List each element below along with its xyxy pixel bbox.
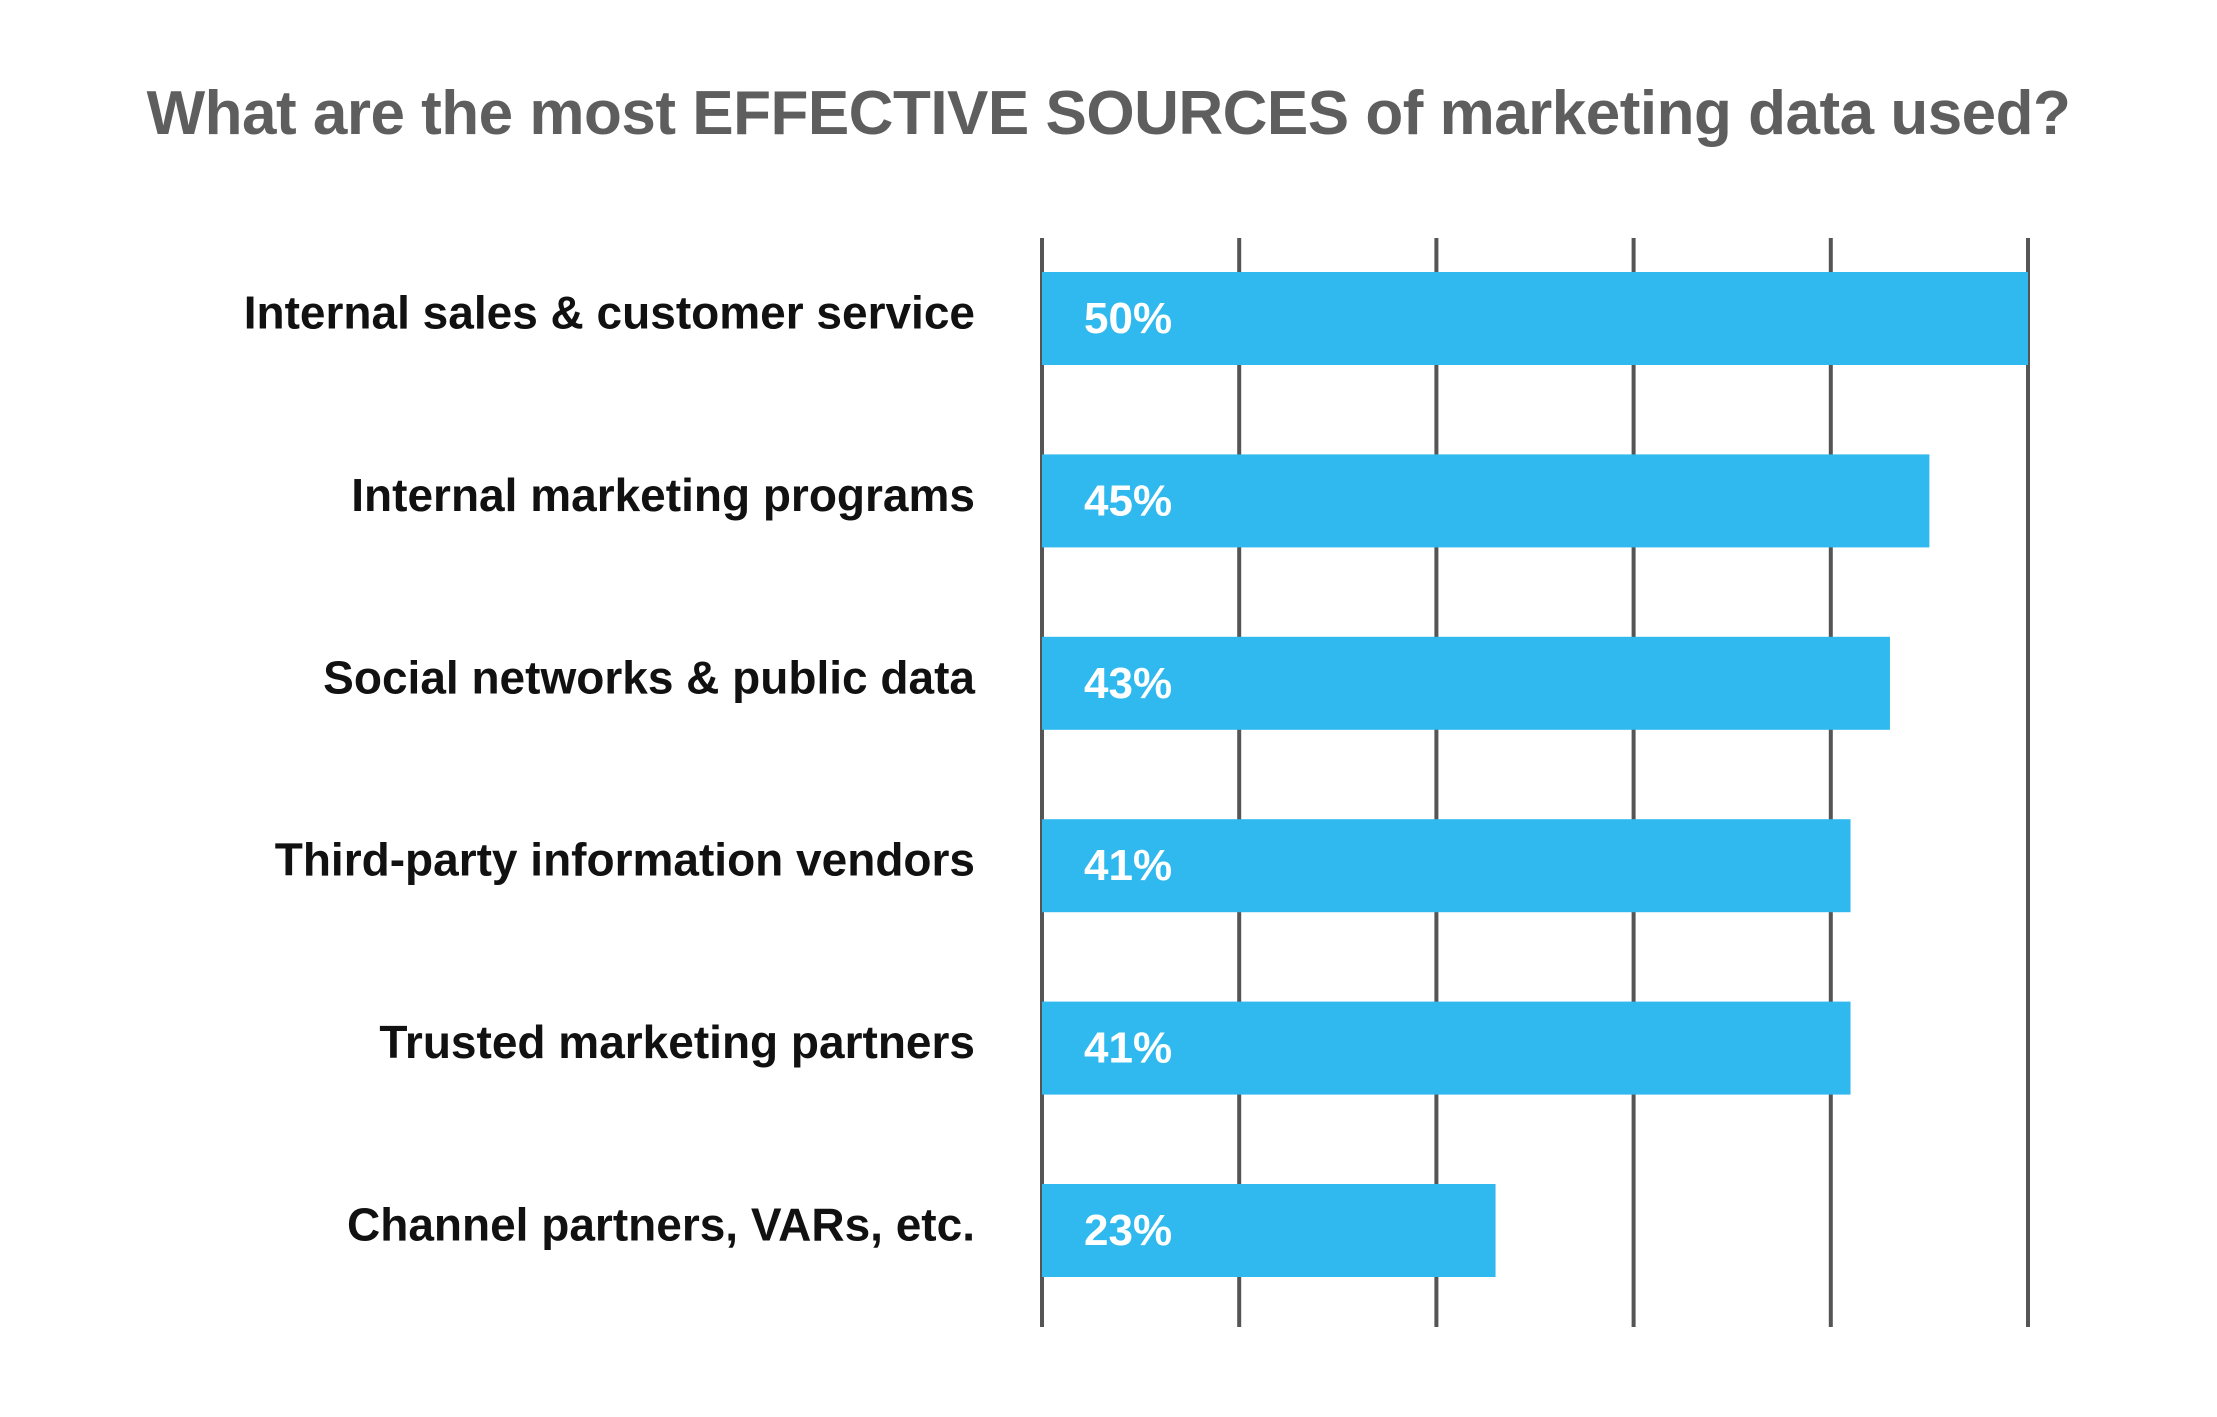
category-label: Third-party information vendors — [275, 834, 975, 886]
category-label: Social networks & public data — [323, 651, 975, 703]
bar-value-label: 23% — [1084, 1206, 1172, 1255]
category-label: Channel partners, VARs, etc. — [347, 1199, 975, 1251]
category-labels: Internal sales & customer service Interna… — [244, 287, 976, 1251]
bar-value-label: 45% — [1084, 476, 1172, 525]
bar-value-label: 41% — [1084, 841, 1172, 890]
bar — [1042, 1001, 1851, 1095]
bar-value-label: 50% — [1084, 294, 1172, 343]
bar — [1042, 636, 1890, 730]
grid-lines — [1040, 238, 2030, 1327]
category-label: Internal sales & customer service — [244, 287, 975, 339]
bar — [1042, 272, 2028, 365]
bar — [1042, 819, 1851, 913]
category-label: Internal marketing programs — [351, 469, 975, 521]
bar-value-label: 41% — [1084, 1024, 1172, 1073]
bar-value-label: 43% — [1084, 659, 1172, 708]
bar — [1042, 454, 1930, 548]
bars: 50% 45% 43% 41% 41% 23% — [1042, 272, 2028, 1277]
chart-title: What are the most EFFECTIVE SOURCES of m… — [146, 79, 2071, 148]
category-label: Trusted marketing partners — [379, 1016, 975, 1068]
bar — [1042, 1184, 1496, 1277]
